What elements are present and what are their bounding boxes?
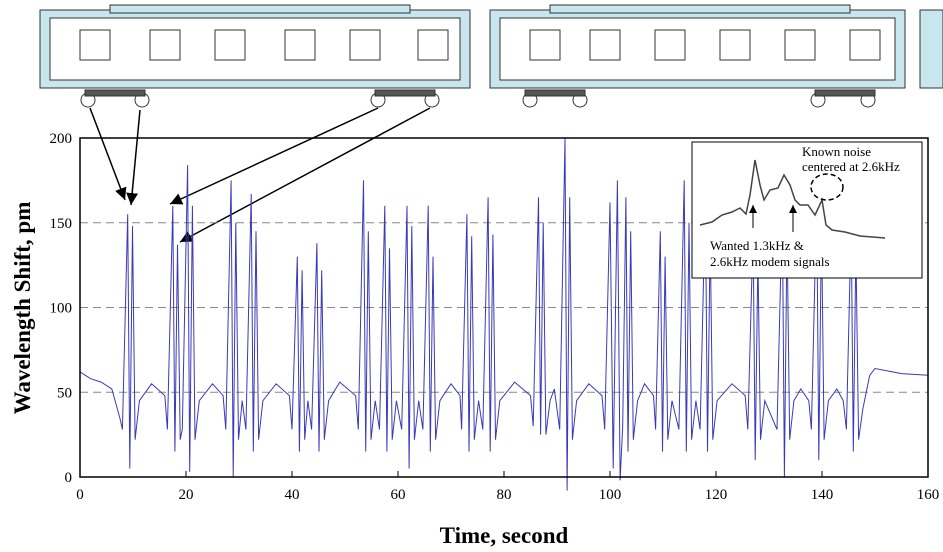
annotation: centered at 2.6kHz — [802, 159, 900, 174]
plot-frame — [79, 137, 929, 478]
wheel-arrows — [89, 107, 431, 243]
x-tick-label: 60 — [391, 487, 406, 503]
x-tick-label: 140 — [811, 487, 834, 503]
x-tick-label: 20 — [179, 487, 194, 503]
y-tick-label: 100 — [50, 301, 73, 317]
x-tick-label: 0 — [76, 487, 84, 503]
x-tick-label: 120 — [705, 487, 728, 503]
y-axis-title: Wavelength Shift, pm — [10, 202, 35, 415]
y-tick-label: 0 — [65, 470, 73, 486]
annotation: Wanted 1.3kHz & — [710, 238, 804, 253]
x-axis-title: Time, second — [440, 523, 569, 548]
y-tick-label: 200 — [50, 131, 73, 147]
annotation: Known noise — [802, 144, 871, 159]
train-illustration — [39, 4, 943, 108]
y-tick-label: 50 — [57, 385, 72, 401]
x-tick-label: 80 — [497, 487, 512, 503]
inset: Known noise centered at 2.6kHz Wanted 1.… — [691, 141, 923, 279]
data-line — [79, 137, 929, 491]
x-tick-label: 100 — [599, 487, 622, 503]
y-tick-label: 150 — [50, 216, 73, 232]
annotation: 2.6kHz modem signals — [710, 254, 830, 269]
x-tick-label: 160 — [917, 487, 940, 503]
x-tick-label: 40 — [285, 487, 300, 503]
